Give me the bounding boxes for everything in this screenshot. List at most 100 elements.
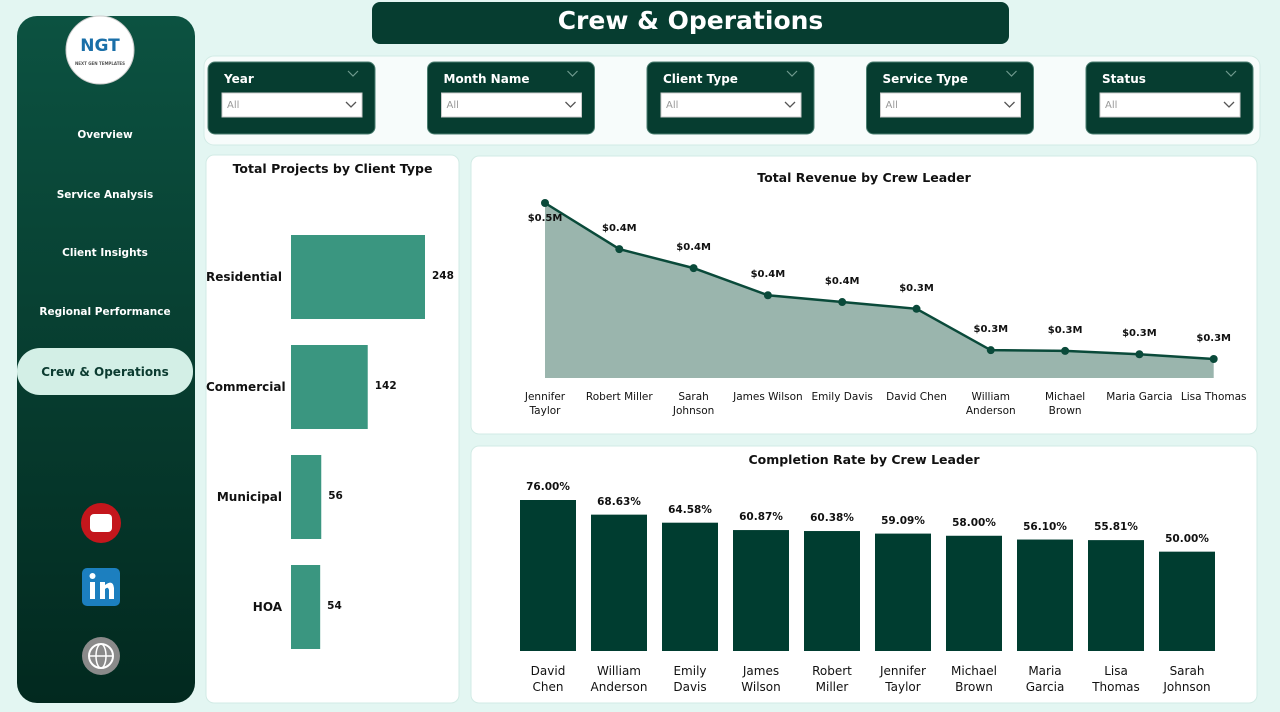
point [689,264,698,273]
nav-active-pill[interactable] [17,348,193,395]
category-label: Maria Garcia [1025,664,1065,694]
bar [520,500,576,651]
filter-dropdown[interactable] [441,92,582,118]
value-label: $0.3M [1196,333,1231,344]
bar [291,565,321,649]
bar [733,530,789,651]
value-label: 50.00% [1165,532,1209,545]
youtube-icon-inner [90,514,112,532]
nav-item[interactable]: Client Insights [62,247,148,259]
point [1061,346,1070,355]
chevron [1225,70,1237,77]
bar [662,522,718,651]
filter-dropdown[interactable] [880,92,1021,118]
page-title: Crew & Operations [557,6,824,35]
logo-circle [65,15,135,85]
chevron [567,70,578,77]
value-label: 68.63% [597,495,641,508]
category-label: Residential [206,270,282,284]
category-label: Emily Davis [811,391,873,403]
bar [291,455,322,539]
filter-label: Year [224,72,254,86]
category-label: Michael Brown [1044,391,1086,417]
chart-title: Total Revenue by Crew Leader [757,170,971,185]
value-label: 59.09% [881,514,925,527]
nav-item[interactable]: Service Analysis [56,189,154,201]
filter-value: All [885,100,898,111]
value-label: $0.3M [1047,324,1083,336]
category-label: David Chen [530,664,566,694]
value-label: $0.4M [824,276,860,288]
filter-label: Service Type [882,72,968,86]
filter-value: All [446,100,459,111]
filter-label: Month Name [443,72,530,86]
category-label: James Wilson [733,391,803,403]
line [544,201,1214,361]
filter-dropdown[interactable] [660,92,802,118]
value-label: $0.3M [973,324,1009,336]
chevron [1223,101,1235,108]
value-label: $0.5M [527,213,563,224]
nav-item[interactable]: Overview [77,129,133,141]
header-bar [372,2,1009,44]
chart-title: Completion Rate by Crew Leader [748,452,980,467]
category-label: Michael Brown [951,664,997,694]
point [838,298,847,307]
chevron [1006,70,1017,77]
filter-dropdown[interactable] [221,92,363,118]
bar [875,533,931,651]
chevron [347,70,359,77]
point [1209,355,1218,363]
category-label: Maria Garcia [1106,391,1173,403]
filter-value: All [227,100,240,111]
value-label: 142 [374,380,397,392]
point [541,199,549,207]
value-label: 54 [327,600,342,612]
category-label: Robert Miller [812,664,852,694]
category-label: James Wilson [741,664,781,694]
bar [291,345,368,429]
value-label: 60.38% [810,512,854,525]
point [615,245,624,254]
category-label: Commercial [206,380,286,394]
category-label: Emily Davis [673,664,707,694]
value-label: $0.4M [601,223,637,235]
point [912,304,921,313]
bar [946,535,1002,651]
filter-label: Client Type [663,72,738,86]
nav-item[interactable]: Crew & Operations [41,365,169,379]
linkedin-icon-n [100,582,114,599]
bar [1088,540,1144,651]
category-label: HOA [252,600,282,614]
filter-value: All [666,100,679,111]
nav-item[interactable]: Regional Performance [39,306,171,318]
bar [1017,539,1073,651]
category-label: Jennifer Taylor [879,664,926,694]
chevron [345,101,357,108]
value-label: $0.4M [750,269,786,281]
category-label: Lisa Thomas [1180,391,1247,403]
category-label: Lisa Thomas [1092,664,1140,694]
category-label: Jennifer Taylor [524,391,566,417]
value-label: 56.10% [1023,520,1067,533]
category-label: Sarah Johnson [1163,664,1211,694]
category-label: Municipal [216,490,282,504]
area [545,203,1214,378]
category-label: William Anderson [590,664,648,694]
value-label: 56 [328,490,343,502]
category-label: Sarah Johnson [672,391,715,417]
bar [804,531,860,651]
value-label: $0.3M [1122,328,1157,340]
linkedin-icon-dot [89,573,96,579]
filter-dropdown[interactable] [1099,92,1241,118]
category-label: William Anderson [965,391,1016,417]
chart-title: Total Projects by Client Type [232,161,433,176]
value-label: 55.81% [1094,521,1138,534]
value-label: $0.3M [899,282,934,294]
category-label: David Chen [886,391,947,403]
logo-initials: NGT [80,36,120,56]
value-label: 64.58% [668,503,712,516]
chevron [786,70,798,77]
value-label: 248 [432,270,454,282]
